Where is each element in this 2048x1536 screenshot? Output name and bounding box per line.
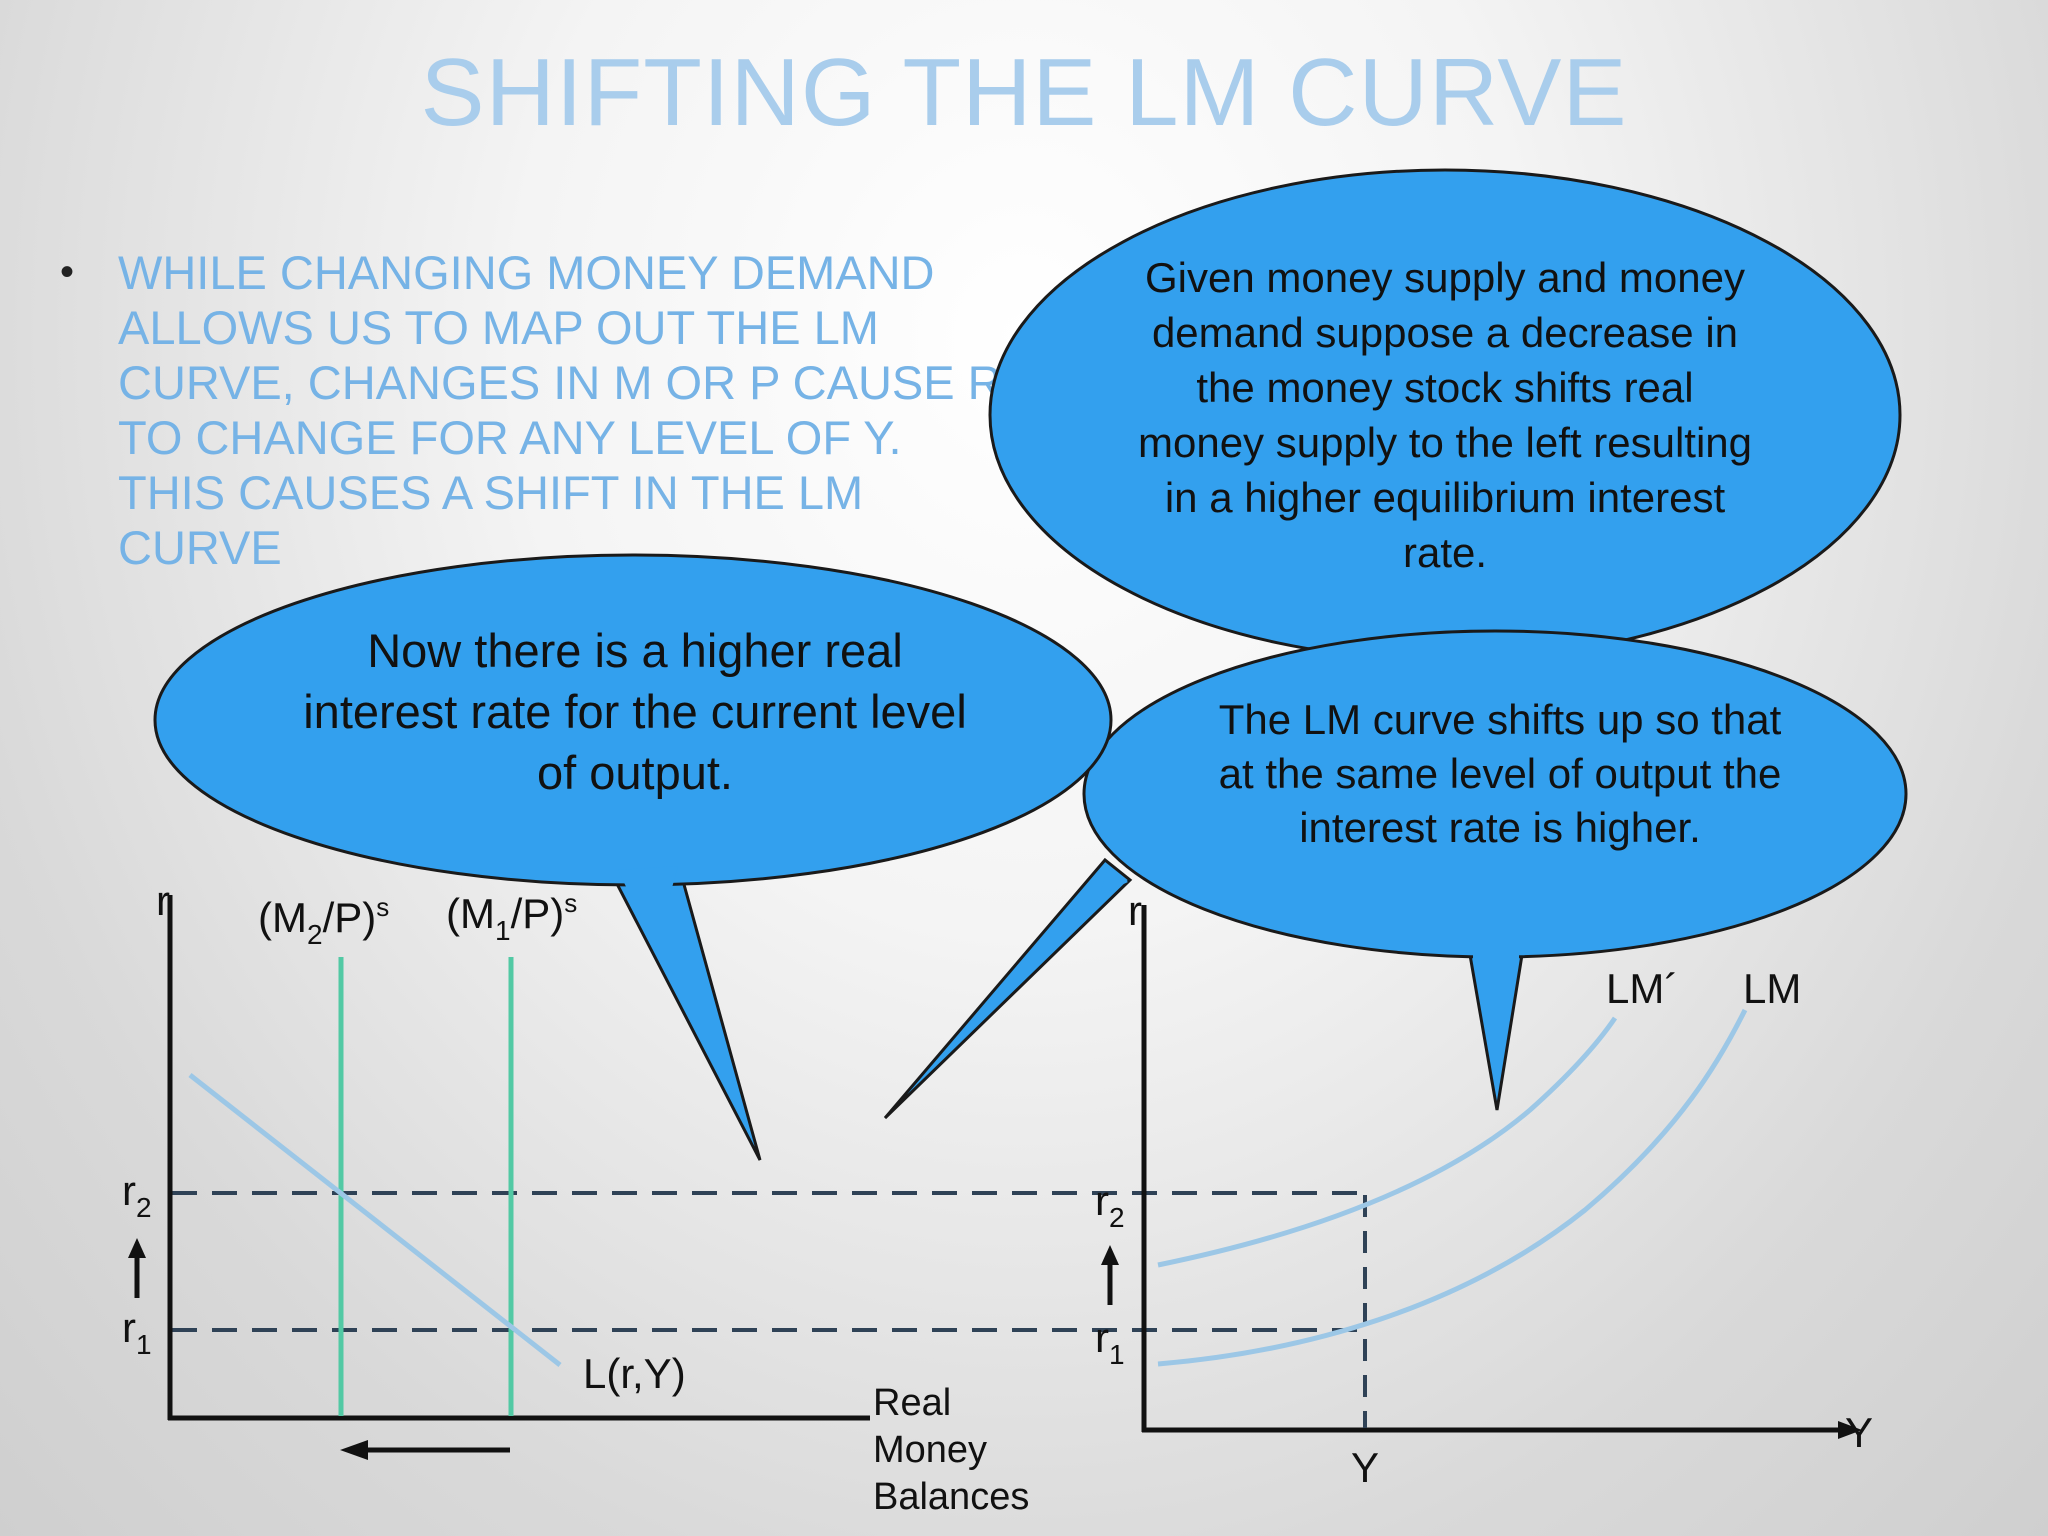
money-market-graph: r (M2/P)s (M1/P)s L(r,Y) r2 r1 Real Mone… <box>122 877 1365 1518</box>
callout-text-left: Now there is a higher real interest rate… <box>303 624 967 799</box>
lm-y-label: r <box>1128 887 1142 934</box>
left-r1-label: r1 <box>122 1304 152 1360</box>
callout-bubble-right <box>883 629 1908 1120</box>
left-r2-label: r2 <box>122 1167 152 1223</box>
bullet-point: • WHILE CHANGING MONEY DEMAND ALLOWS US … <box>60 245 1020 575</box>
bullet-text: WHILE CHANGING MONEY DEMAND ALLOWS US TO… <box>118 246 1002 574</box>
callout-bubble-left <box>153 553 1113 1161</box>
money-demand-label: L(r,Y) <box>583 1350 686 1397</box>
rate-rise-arrowhead-right <box>1101 1245 1119 1265</box>
lm-x-label: Y <box>1845 1409 1873 1456</box>
lm-x-axis-arrowhead <box>1838 1421 1862 1439</box>
output-tick-label: Y <box>1351 1444 1379 1491</box>
bullet-icon: • <box>60 250 75 294</box>
lm-graph: r LM´ LM r2 r1 Y Y <box>1095 887 1873 1491</box>
supply-m2-label: (M2/P)s <box>258 892 389 950</box>
lm-old-label: LM <box>1743 965 1801 1012</box>
right-r2-label: r2 <box>1095 1177 1125 1233</box>
money-market-x-label: Real Money Balances <box>873 1382 1029 1518</box>
money-market-y-label: r <box>156 877 170 924</box>
supply-shift-arrowhead <box>340 1440 368 1460</box>
supply-m1-label: (M1/P)s <box>446 888 577 946</box>
callout-text-right: The LM curve shifts up so that at the sa… <box>1218 696 1782 851</box>
rate-rise-arrowhead-left <box>128 1238 146 1258</box>
right-r1-label: r1 <box>1095 1314 1125 1370</box>
lm-curve-new <box>1157 1016 1618 1268</box>
lm-curve-old <box>1157 1008 1748 1367</box>
money-demand-curve <box>188 1073 562 1367</box>
lm-new-label: LM´ <box>1606 965 1678 1012</box>
callout-text-top: Given money supply and money demand supp… <box>1137 254 1752 576</box>
slide-title: SHIFTING THE LM CURVE <box>420 39 1628 146</box>
